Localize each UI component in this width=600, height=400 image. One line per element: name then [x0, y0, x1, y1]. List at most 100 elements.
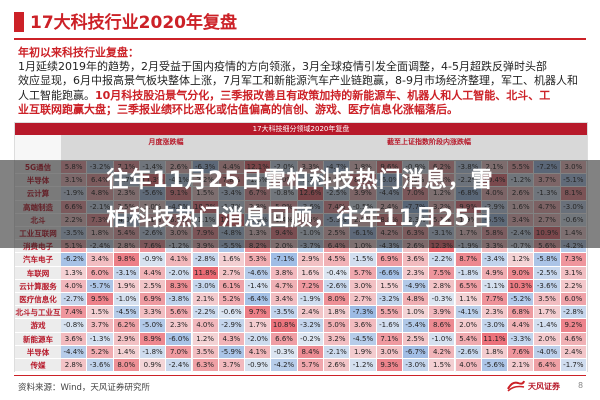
table-cell: 2.2% — [560, 279, 587, 293]
table-cell: 3.6% — [402, 253, 430, 267]
summary-paragraph: 1月延续2019年的趋势，2月受益于国内疫情的方向领涨，3月全球疫情引发全面调整… — [18, 60, 584, 118]
table-cell: 5.0% — [324, 319, 351, 333]
table-cell: 2.0% — [534, 332, 561, 346]
table-cell: -3.8% — [166, 293, 193, 307]
table-cell: 7.6% — [508, 345, 535, 359]
summary-line: 效应显现，6月中报高景气板块整体上涨，7月军工和新能源汽车产业链跑赢，8-9月市… — [18, 74, 578, 88]
table-cell: 1.0% — [402, 306, 430, 320]
table-cell: 2.7% — [350, 293, 377, 307]
table-cell: 4.4% — [139, 266, 167, 280]
table-cell: -0.9% — [139, 253, 167, 267]
table-cell: 6.9% — [376, 253, 403, 267]
table-cell: -1.3% — [87, 332, 114, 346]
table-cell: -0.2% — [297, 332, 324, 346]
table-cell: 6.5% — [455, 279, 482, 293]
table-cell: 11.1% — [481, 332, 509, 346]
table-cell: -4.1% — [455, 306, 482, 320]
table-cell: 2.6% — [324, 359, 351, 373]
table-cell: 1.4% — [113, 345, 140, 359]
group-header-label: 截至上证指数阶段内涨跌幅 — [387, 138, 471, 146]
table-cell: 2.1% — [192, 293, 219, 307]
table-cell: -1.2% — [350, 359, 377, 373]
table-cell: -6.7% — [402, 345, 430, 359]
table-cell: 4.6% — [560, 332, 587, 346]
table-cell: 10.3% — [508, 279, 535, 293]
table-cell: -3.0% — [402, 359, 430, 373]
table-cell: 2.8% — [429, 279, 456, 293]
table-cell: 4.3% — [218, 332, 246, 346]
summary-highlight: 10月科技股沿景气分化，三季报改善且有政策加持的新能源车、机器人和人工智能、北斗… — [95, 88, 551, 102]
table-cell: 3.7% — [218, 359, 246, 373]
summary-line: 1月延续2019年的趋势，2月受益于国内疫情的方向领涨，3月全球疫情引发全面调整… — [18, 60, 547, 73]
page-title: 17大科技行业2020年复盘 — [30, 13, 237, 33]
table-cell: 7.0% — [166, 345, 193, 359]
table-cell: -1.5% — [350, 253, 377, 267]
table-cell: 2.9% — [113, 332, 140, 346]
table-row-label: 半导体 — [15, 345, 61, 359]
table-cell: -1.1% — [481, 279, 509, 293]
headline-line: 柏科技热门消息回顾，往年11月25日 — [106, 206, 494, 231]
table-cell: -3.1% — [113, 266, 140, 280]
table-cell: 4.0% — [61, 279, 88, 293]
table-cell: 1.1% — [455, 293, 482, 307]
table-cell: -1.0% — [113, 293, 140, 307]
table-cell: 8.4% — [297, 345, 324, 359]
table-cell: -3.2% — [297, 319, 324, 333]
headline-line: 往年11月25日雷柏科技热门消息，雷 — [106, 168, 494, 193]
table-cell: 3.9% — [429, 306, 456, 320]
table-cell: 1.7% — [245, 319, 272, 333]
table-cell: -2.0% — [245, 332, 272, 346]
table-cell: 3.5% — [192, 345, 219, 359]
table-cell: 5.7% — [350, 266, 377, 280]
table-cell: 0.9% — [139, 359, 167, 373]
table-cell: 6.0% — [560, 293, 587, 307]
table-cell: -6.0% — [166, 332, 193, 346]
table-cell: 5.2% — [87, 345, 114, 359]
table-cell: 3.4% — [87, 253, 114, 267]
table-cell: -0.9% — [245, 359, 272, 373]
table-cell: 3.2% — [324, 332, 351, 346]
brand-name: 天风证券 — [528, 382, 560, 391]
table-cell: 8.3% — [166, 279, 193, 293]
table-cell: -2.5% — [534, 266, 561, 280]
table-cell: 6.9% — [139, 293, 167, 307]
table-cell: 2.4% — [560, 345, 587, 359]
table-cell: 6.2% — [113, 319, 140, 333]
table-cell: 5.6% — [166, 306, 193, 320]
tianfeng-logo-icon — [507, 380, 525, 392]
table-cell: 8.7% — [455, 253, 482, 267]
table-cell: 1.2% — [508, 253, 535, 267]
table-cell: 8.9% — [139, 332, 167, 346]
table-cell: 8.0% — [113, 359, 140, 373]
summary-highlight: 业互联网跑赢大盘；三季报业绩环比恶化或估值偏高的信创、游戏、医疗信息化涨幅落后。 — [18, 103, 458, 117]
table-row-label: 车联网 — [15, 266, 61, 280]
table-cell: 9.5% — [87, 293, 114, 307]
table-cell: 3.6% — [61, 332, 88, 346]
table-cell: 3.0% — [376, 345, 403, 359]
table-cell: 1.5% — [429, 359, 456, 373]
table-cell: -2.7% — [61, 293, 88, 307]
table-cell: 11.8% — [192, 266, 219, 280]
table-cell: -0.3% — [271, 345, 298, 359]
source-note: 资料来源：Wind，天风证券研究所 — [18, 383, 150, 393]
table-cell: 3.4% — [271, 293, 298, 307]
table-cell: 4.5% — [324, 253, 351, 267]
table-cell: 6.0% — [87, 266, 114, 280]
table-cell: -4.9% — [402, 279, 430, 293]
summary-line-part: 人工智能跑赢。 — [18, 88, 95, 102]
table-cell: 3.8% — [271, 266, 298, 280]
table-cell: 7.7% — [481, 293, 509, 307]
table-caption: 17大科技细分领域2020年复盘 — [15, 123, 587, 135]
table-cell: 7.2% — [297, 279, 324, 293]
table-cell: -3.6% — [534, 279, 561, 293]
table-cell: -2.4% — [166, 359, 193, 373]
table-cell: -1.7% — [560, 359, 587, 373]
table-cell: 3.5% — [534, 293, 561, 307]
table-cell: -3.3% — [508, 332, 535, 346]
table-cell: 9.7% — [245, 306, 272, 320]
page-number: 8 — [578, 381, 584, 390]
table-cell: 3.0% — [350, 279, 377, 293]
slide-footer: 资料来源：Wind，天风证券研究所 天风证券 8 — [0, 372, 600, 400]
table-row-label: 游戏 — [15, 319, 61, 333]
